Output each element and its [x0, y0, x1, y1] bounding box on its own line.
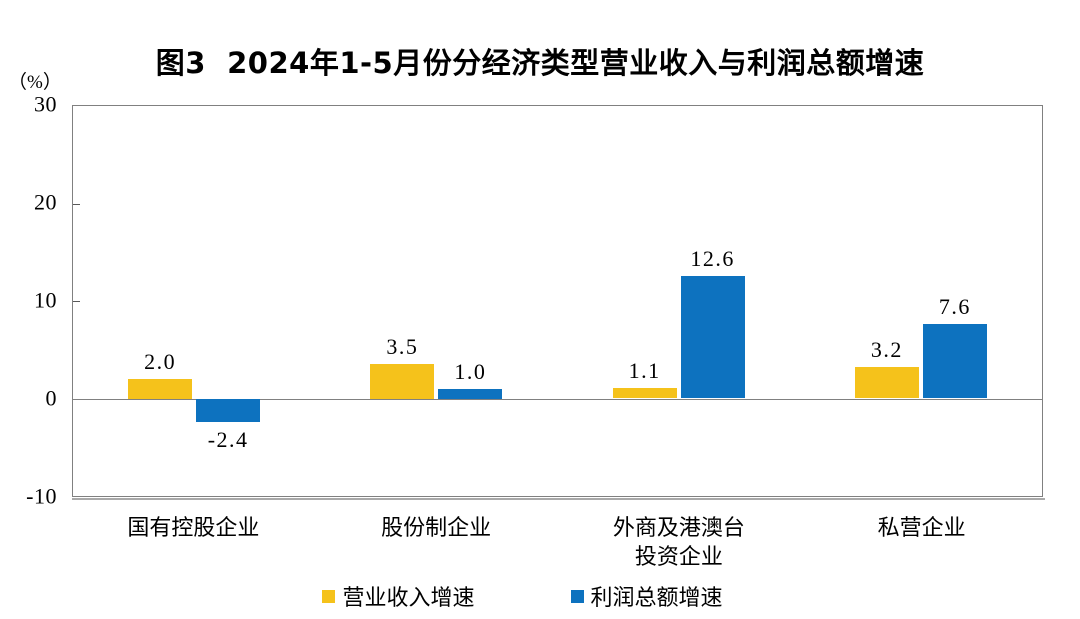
category-label-line: 外商及港澳台	[612, 515, 745, 540]
bar-利润总额增速-外商及港澳台投资企业	[680, 275, 745, 399]
bar-value-label: 12.6	[690, 245, 735, 271]
legend-label: 利润总额增速	[590, 585, 723, 610]
legend: 营业收入增速 利润总额增速	[0, 580, 1045, 612]
y-tick-mark	[73, 301, 80, 302]
legend-swatch	[570, 589, 584, 603]
y-tick-label: 10	[34, 287, 57, 313]
category-label: 股份制企业	[381, 513, 491, 542]
category-label-line: 股份制企业	[381, 515, 492, 540]
bar-value-label: 1.0	[454, 358, 487, 384]
bar-利润总额增速-国有控股企业	[196, 398, 261, 422]
y-tick-label: 20	[34, 189, 57, 215]
category-label-line: 私营企业	[877, 515, 966, 540]
bar-营业收入增速-股份制企业	[370, 364, 435, 399]
x-axis-shadow-line	[72, 498, 1045, 500]
bar-利润总额增速-私营企业	[922, 324, 987, 399]
legend-swatch	[322, 589, 336, 603]
y-axis-unit-label: （%）	[8, 72, 62, 93]
category-label-line: 投资企业	[634, 544, 723, 569]
category-label: 外商及港澳台 投资企业	[613, 513, 745, 571]
bar-value-label: 1.1	[628, 357, 661, 383]
bar-value-label: 3.5	[386, 334, 419, 360]
y-tick-label: 0	[45, 385, 57, 411]
x-axis-category-labels: 国有控股企业 股份制企业 外商及港澳台 投资企业 私营企业	[72, 513, 1043, 577]
bar-利润总额增速-股份制企业	[438, 388, 503, 399]
category-label-line: 国有控股企业	[127, 515, 260, 540]
plot-area: 2.0 -2.4 3.5 1.0 1.1 12.6 3.2 7.6	[72, 105, 1043, 497]
legend-item-利润总额增速: 利润总额增速	[570, 580, 723, 612]
y-axis-tick-labels: 30 20 10 0 -10	[0, 91, 57, 508]
bar-value-label: 3.2	[870, 337, 903, 363]
bar-value-label: -2.4	[207, 426, 249, 452]
legend-item-营业收入增速: 营业收入增速	[322, 580, 475, 612]
category-label: 私营企业	[878, 513, 966, 542]
category-label: 国有控股企业	[127, 513, 259, 542]
legend-label: 营业收入增速	[342, 585, 475, 610]
bar-value-label: 2.0	[144, 349, 177, 374]
bar-营业收入增速-外商及港澳台投资企业	[612, 387, 677, 399]
y-tick-mark	[73, 203, 80, 205]
y-tick-label: 30	[34, 91, 57, 117]
y-tick-label: -10	[26, 483, 57, 509]
zero-baseline	[73, 398, 1042, 400]
chart-title: 图3 2024年1-5月份分经济类型营业收入与利润总额增速	[155, 46, 925, 80]
bar-营业收入增速-私营企业	[854, 367, 919, 399]
bar-value-label: 7.6	[938, 294, 971, 320]
bar-营业收入增速-国有控股企业	[128, 379, 193, 399]
